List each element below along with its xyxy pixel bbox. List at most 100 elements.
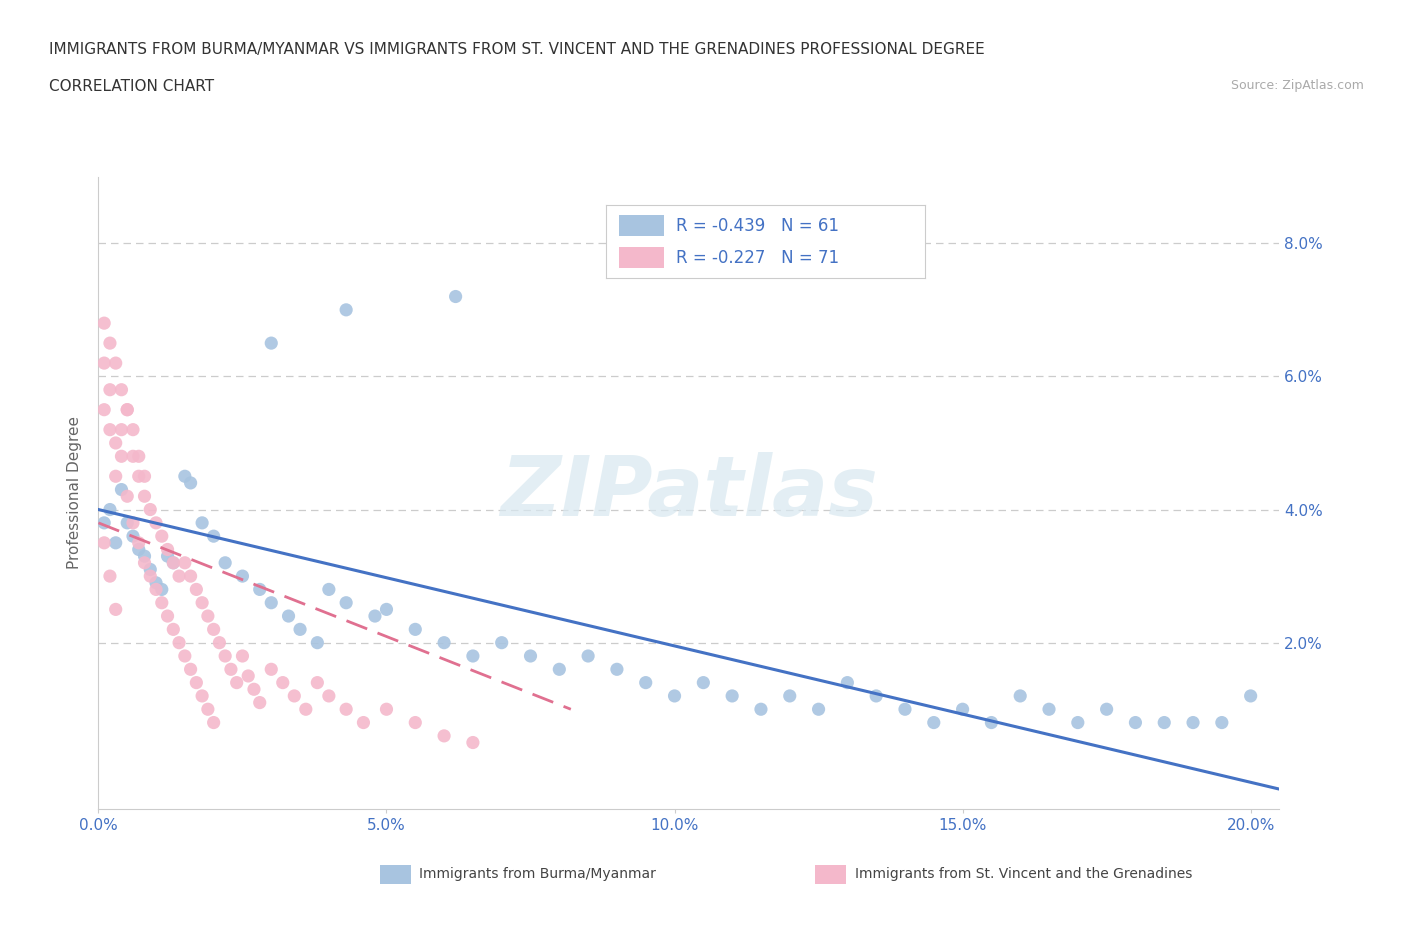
- Point: [134, 489, 156, 504]
- Point: [162, 555, 184, 570]
- Point: [307, 635, 329, 650]
- Point: [288, 622, 311, 637]
- Point: [110, 382, 132, 397]
- Point: [1211, 715, 1233, 730]
- Point: [145, 582, 167, 597]
- Point: [104, 602, 127, 617]
- Point: [156, 608, 179, 623]
- Point: [1153, 715, 1175, 730]
- Point: [104, 435, 127, 450]
- Point: [197, 608, 219, 623]
- Point: [122, 529, 145, 544]
- Point: [249, 695, 271, 710]
- Point: [134, 555, 156, 570]
- Point: [208, 635, 231, 650]
- Point: [150, 529, 173, 544]
- Point: [93, 536, 115, 551]
- Point: [162, 622, 184, 637]
- Point: [307, 675, 329, 690]
- Point: [214, 555, 236, 570]
- Point: [93, 315, 115, 330]
- Point: [115, 489, 138, 504]
- Point: [837, 675, 859, 690]
- Point: [202, 622, 225, 637]
- Point: [145, 515, 167, 530]
- Point: [110, 482, 132, 497]
- Point: [779, 688, 801, 703]
- Point: [191, 515, 214, 530]
- Point: [98, 382, 121, 397]
- Point: [93, 403, 115, 418]
- Point: [162, 555, 184, 570]
- Point: [335, 302, 357, 317]
- Point: [93, 355, 115, 370]
- Point: [807, 702, 830, 717]
- Point: [461, 735, 484, 750]
- Point: [444, 289, 467, 304]
- Point: [433, 635, 456, 650]
- Point: [1010, 688, 1032, 703]
- Point: [104, 536, 127, 551]
- Point: [231, 568, 253, 583]
- Point: [104, 469, 127, 484]
- Point: [364, 608, 387, 623]
- Point: [1038, 702, 1060, 717]
- Point: [122, 422, 145, 437]
- Point: [1240, 688, 1263, 703]
- Point: [1182, 715, 1205, 730]
- Point: [134, 469, 156, 484]
- Point: [180, 568, 202, 583]
- Text: CORRELATION CHART: CORRELATION CHART: [49, 79, 214, 94]
- Point: [634, 675, 657, 690]
- Point: [128, 449, 150, 464]
- Point: [749, 702, 772, 717]
- Text: ZIPatlas: ZIPatlas: [501, 452, 877, 534]
- Point: [197, 702, 219, 717]
- Point: [180, 475, 202, 490]
- Point: [249, 582, 271, 597]
- Point: [214, 648, 236, 663]
- Point: [128, 542, 150, 557]
- Point: [576, 648, 599, 663]
- Point: [156, 549, 179, 564]
- Point: [191, 595, 214, 610]
- Point: [98, 502, 121, 517]
- Text: R = -0.227   N = 71: R = -0.227 N = 71: [676, 248, 839, 267]
- Point: [692, 675, 714, 690]
- Point: [375, 602, 398, 617]
- Point: [173, 469, 195, 484]
- Point: [173, 555, 195, 570]
- Bar: [815, 865, 846, 884]
- Point: [139, 568, 162, 583]
- Point: [1067, 715, 1090, 730]
- Point: [283, 688, 305, 703]
- Point: [93, 515, 115, 530]
- Point: [167, 635, 190, 650]
- Text: Immigrants from St. Vincent and the Grenadines: Immigrants from St. Vincent and the Gren…: [855, 867, 1192, 882]
- Point: [404, 622, 426, 637]
- Point: [606, 662, 628, 677]
- Point: [225, 675, 247, 690]
- Point: [122, 449, 145, 464]
- Point: [139, 502, 162, 517]
- Point: [260, 662, 283, 677]
- Point: [150, 582, 173, 597]
- Point: [128, 469, 150, 484]
- Point: [243, 682, 266, 697]
- Point: [721, 688, 744, 703]
- Bar: [619, 246, 664, 269]
- Point: [115, 515, 138, 530]
- Point: [433, 728, 456, 743]
- Point: [156, 542, 179, 557]
- Point: [519, 648, 541, 663]
- Point: [122, 515, 145, 530]
- Point: [186, 675, 208, 690]
- Point: [115, 403, 138, 418]
- Text: Source: ZipAtlas.com: Source: ZipAtlas.com: [1230, 79, 1364, 92]
- Point: [110, 422, 132, 437]
- Point: [1095, 702, 1118, 717]
- Text: Immigrants from Burma/Myanmar: Immigrants from Burma/Myanmar: [419, 867, 655, 882]
- Point: [980, 715, 1002, 730]
- Point: [318, 582, 340, 597]
- Point: [139, 562, 162, 577]
